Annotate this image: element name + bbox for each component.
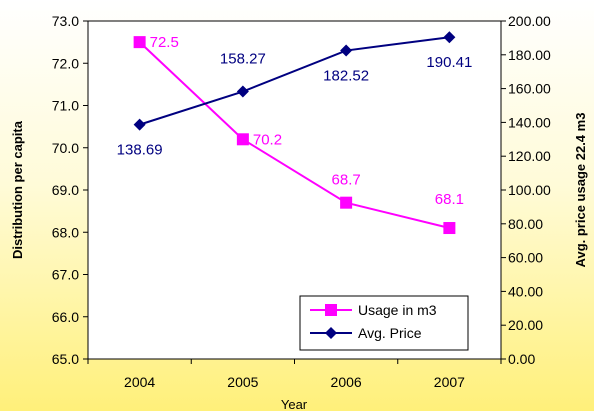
x-tick-label: 2004 [124, 374, 155, 390]
data-point-usage [443, 222, 456, 235]
y2-tick-label: 40.00 [508, 283, 543, 299]
y2-tick-label: 140.00 [508, 114, 551, 130]
data-point-price [236, 85, 249, 98]
y2-tick-label: 80.00 [508, 216, 543, 232]
y2-tick-label: 100.00 [508, 182, 551, 198]
data-point-price [133, 118, 146, 131]
y2-tick-label: 180.00 [508, 47, 551, 63]
x-tick-label: 2006 [331, 374, 362, 390]
y-tick-label: 71.0 [52, 98, 79, 114]
series-line-price [139, 36, 450, 126]
data-point-price [340, 44, 353, 57]
y-tick-label: 65.0 [52, 351, 79, 367]
y-tick-label: 69.0 [52, 182, 79, 198]
y2-tick-label: 200.00 [508, 13, 551, 29]
data-point-usage [133, 36, 146, 49]
x-axis: 2004 2005 2006 2007 [87, 359, 502, 390]
y-tick-label: 73.0 [52, 13, 79, 29]
left-axis: 65.0 66.0 67.0 68.0 69.0 70.0 71.0 72.0 73.0 [52, 13, 88, 367]
right-axis: 0.00 20.00 40.00 60.00 80.00 100.00 120.00 140.… [501, 13, 551, 367]
data-label-price: 182.52 [323, 68, 369, 85]
x-axis-title: Year [281, 397, 308, 411]
data-label-usage: 70.2 [253, 131, 282, 148]
data-point-usage [236, 133, 249, 146]
legend-marker-price [325, 327, 337, 339]
data-label-price: 138.69 [117, 142, 163, 159]
y-tick-label: 66.0 [52, 309, 79, 325]
y-tick-label: 72.0 [52, 55, 79, 71]
y-tick-label: 70.0 [52, 140, 79, 156]
data-point-usage [340, 196, 353, 209]
data-label-price: 158.27 [220, 51, 266, 68]
y2-tick-label: 120.00 [508, 148, 551, 164]
y2-axis-title: Avg. price usage 22.4 m3 [573, 113, 588, 268]
series-line-usage [138, 41, 450, 229]
legend-label-usage: Usage in m3 [358, 302, 437, 318]
legend-label-price: Avg. Price [358, 325, 422, 341]
data-point-price [443, 31, 456, 44]
x-tick-label: 2005 [227, 374, 258, 390]
y2-tick-label: 0.00 [508, 351, 535, 367]
legend: Usage in m3 Avg. Price [299, 295, 469, 351]
y-tick-label: 67.0 [52, 267, 79, 283]
series-layer: 72.5 70.2 68.7 68.1 138.69 158.27 182.52 190.41 [117, 31, 472, 235]
data-label-price: 190.41 [426, 54, 472, 71]
data-label-usage: 68.1 [435, 191, 464, 208]
y2-tick-label: 20.00 [508, 317, 543, 333]
x-tick-label: 2007 [434, 374, 465, 390]
y2-tick-label: 60.00 [508, 250, 543, 266]
y2-tick-label: 160.00 [508, 81, 551, 97]
legend-marker-usage [325, 304, 337, 316]
data-label-usage: 68.7 [332, 172, 361, 189]
data-label-usage: 72.5 [150, 34, 179, 51]
y-tick-label: 68.0 [52, 224, 79, 240]
y-axis-title: Distribution per capita [10, 120, 25, 259]
